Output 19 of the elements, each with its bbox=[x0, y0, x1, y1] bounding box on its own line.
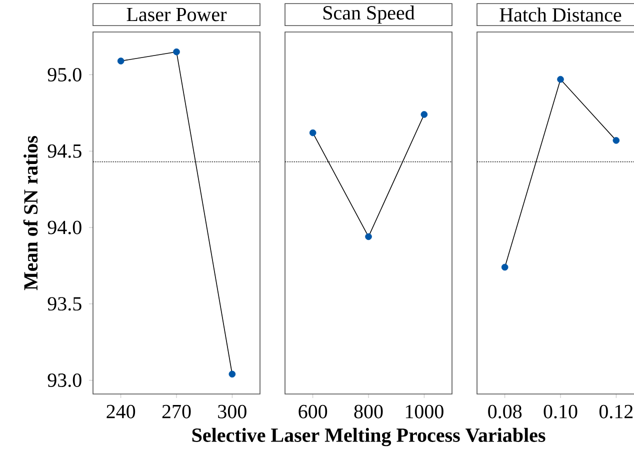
chart-title: Scan Speed bbox=[323, 6, 415, 24]
y-axis-title: Mean of SN ratios bbox=[23, 136, 38, 290]
chart-title: Laser Power bbox=[126, 8, 227, 22]
x-tick-label: 240 bbox=[106, 404, 136, 418]
y-tick-label: 94.5 bbox=[48, 144, 82, 158]
x-axis-title: Selective Laser Melting Process Variables bbox=[192, 428, 546, 446]
x-tick-label: 270 bbox=[162, 404, 191, 418]
x-tick-label: 1000 bbox=[406, 404, 444, 418]
x-tick-label: 0.10 bbox=[544, 404, 578, 418]
y-tick-label: 94.0 bbox=[48, 220, 82, 234]
y-tick-label: 93.0 bbox=[48, 373, 82, 388]
x-tick-label: 600 bbox=[298, 404, 328, 418]
y-tick-label: 93.5 bbox=[48, 297, 82, 311]
x-tick-label: 800 bbox=[354, 404, 383, 418]
x-tick-label: 0.08 bbox=[488, 404, 522, 418]
x-tick-label: 0.12 bbox=[599, 404, 633, 418]
x-tick-label: 300 bbox=[218, 404, 246, 418]
chart-title: Hatch Distance bbox=[500, 8, 622, 22]
y-tick-label: 95.0 bbox=[48, 68, 82, 82]
